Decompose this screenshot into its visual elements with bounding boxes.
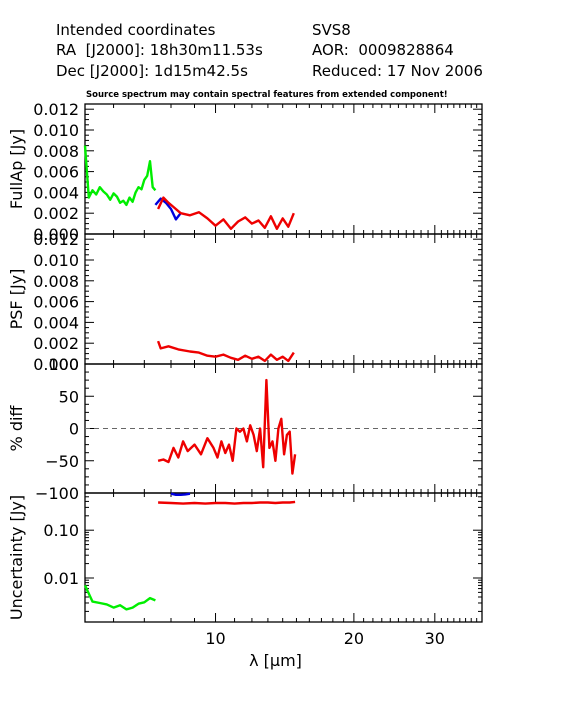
y-axis-label: PSF [Jy] [7,269,26,330]
series-line-red [158,500,296,505]
y-axis-label: FullAp [Jy] [7,129,26,209]
y-tick-label: −50 [45,452,79,471]
series-line-blue [170,492,191,496]
series-line-red [157,196,295,231]
header-target: SVS8 [312,21,351,39]
series-line-green [83,584,156,611]
x-axis-label: λ [μm] [249,651,302,670]
series-line-red [156,340,295,363]
y-tick-label: 0.002 [33,334,79,353]
y-tick-label: 0.10 [43,521,79,540]
header-dec: Dec [J2000]: 1d15m42.5s [56,62,248,80]
panel-frame-1 [84,233,483,365]
header-aor: AOR: 0009828864 [312,41,454,59]
y-tick-label: 0.012 [33,230,79,249]
y-tick-label: 0.000 [33,225,79,244]
y-tick-label: −100 [35,484,79,503]
spectrum-warning: Source spectrum may contain spectral fea… [86,90,448,100]
header-ra: RA [J2000]: 18h30m11.53s [56,41,263,59]
y-tick-label: 50 [59,387,79,406]
y-tick-label: 0.000 [33,355,79,374]
y-tick-label: 0.004 [33,183,79,202]
panel-frame-3 [84,492,483,623]
x-tick-label: 20 [344,629,364,648]
y-tick-label: 0.010 [33,251,79,270]
y-tick-label: 0.004 [33,313,79,332]
y-tick-label: 0.01 [43,569,79,588]
y-tick-label: 0.002 [33,204,79,223]
header-reduced: Reduced: 17 Nov 2006 [312,62,483,80]
y-tick-label: 0.006 [33,293,79,312]
y-tick-label: 0.006 [33,163,79,182]
y-axis-label: Uncertainty [Jy] [7,495,26,620]
series-line-green [83,145,157,207]
x-tick-label: 10 [205,629,225,648]
y-tick-label: 0.008 [33,142,79,161]
series-line-blue [154,197,182,221]
header-left-title: Intended coordinates [56,21,216,39]
y-axis-label: % diff [7,405,26,452]
series-line-red [157,378,297,475]
y-tick-label: 0 [69,420,79,439]
y-tick-label: 0.012 [33,100,79,119]
y-tick-label: 0.010 [33,121,79,140]
x-tick-label: 30 [425,629,445,648]
y-tick-label: 100 [48,355,79,374]
panel-frame-0 [84,103,483,235]
y-tick-label: 0.008 [33,272,79,291]
